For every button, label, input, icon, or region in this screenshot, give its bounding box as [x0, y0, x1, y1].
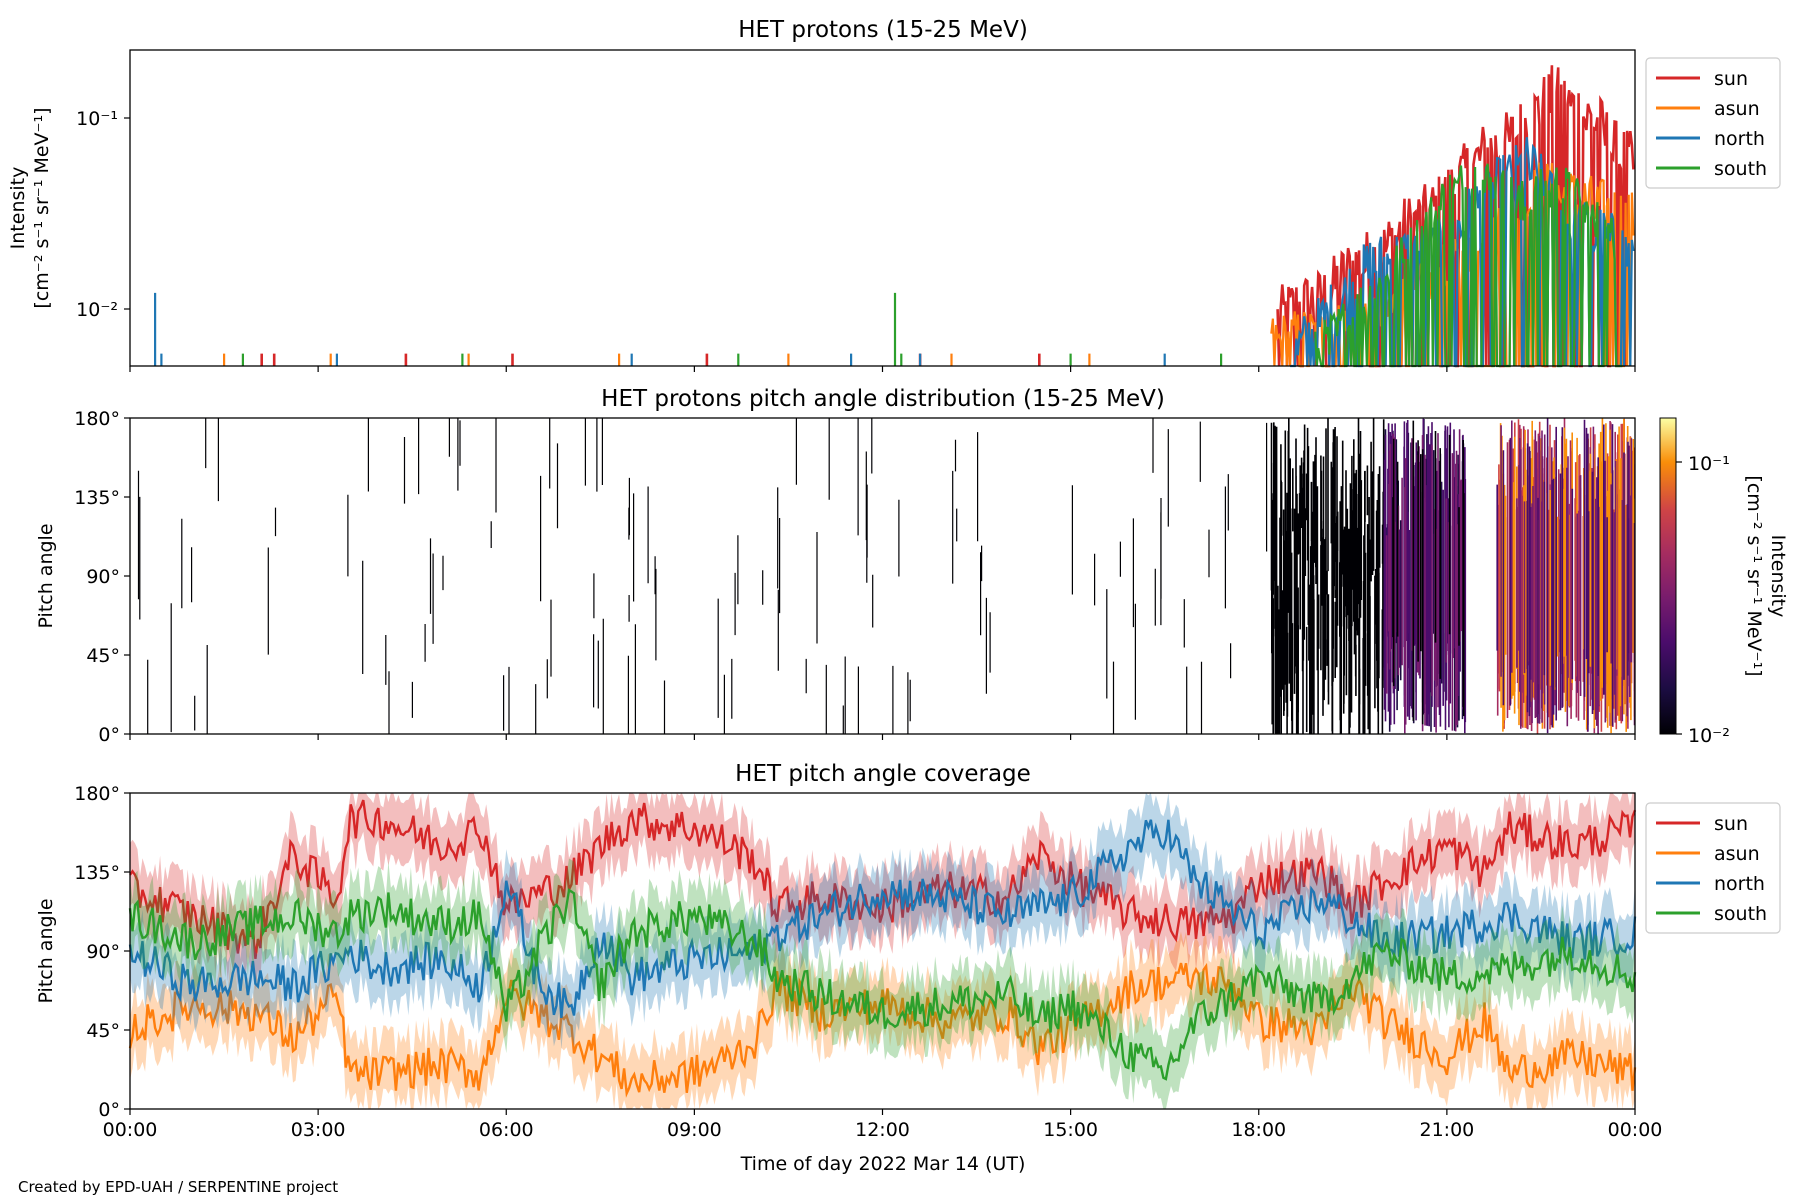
x-axis-label: Time of day 2022 Mar 14 (UT)	[740, 1153, 1026, 1175]
p3-ytick-label: 90°	[86, 941, 120, 963]
heatmap-region-1	[1270, 418, 1385, 734]
colorbar-label-line2: [cm⁻² s⁻¹ sr⁻¹ MeV⁻¹]	[1743, 475, 1765, 676]
x-tick-label: 18:00	[1231, 1119, 1286, 1141]
legend1-asun-label: asun	[1714, 98, 1760, 120]
x-tick-label: 00:00	[1608, 1119, 1663, 1141]
x-tick-label: 03:00	[291, 1119, 346, 1141]
colorbar: 10⁻¹ 10⁻² Intensity [cm⁻² s⁻¹ sr⁻¹ MeV⁻¹…	[1659, 417, 1789, 747]
legend1-south-label: south	[1714, 158, 1767, 180]
colorbar-label-line1: Intensity	[1767, 535, 1789, 618]
series-south-band	[130, 858, 1635, 1109]
x-tick-label: 15:00	[1043, 1119, 1098, 1141]
legend3-north-label: north	[1714, 873, 1765, 895]
series-north-band	[130, 793, 1635, 1050]
panel1-legend: sun asun north south	[1645, 57, 1781, 189]
p2-ytick-label: 180°	[74, 408, 120, 430]
panel2-ylabel: Pitch angle	[35, 523, 57, 628]
x-tick-label: 21:00	[1419, 1119, 1474, 1141]
panel2-title: HET protons pitch angle distribution (15…	[601, 386, 1165, 412]
series-south-coverage-line	[128, 888, 1637, 1081]
legend3-south-label: south	[1714, 903, 1767, 925]
p2-ytick-label: 90°	[86, 566, 120, 588]
panel1-ylabel-line2: [cm⁻² s⁻¹ sr⁻¹ MeV⁻¹]	[31, 107, 53, 308]
series-asun-line	[223, 162, 1635, 368]
panel-pitch-angle-distribution: HET protons pitch angle distribution (15…	[35, 386, 1789, 747]
series-asun-coverage-line	[128, 962, 1637, 1098]
series-north-coverage-line	[128, 819, 1637, 1019]
legend3-asun-label: asun	[1714, 843, 1760, 865]
x-tick-label: 00:00	[103, 1119, 158, 1141]
colorbar-gradient	[1659, 417, 1677, 735]
panel3-title: HET pitch angle coverage	[735, 761, 1031, 787]
panel3-ylabel: Pitch angle	[35, 898, 57, 1003]
p2-ytick-label: 0°	[98, 724, 120, 746]
panel1-ytick-2: 10⁻²	[76, 299, 118, 321]
p3-ytick-label: 180°	[74, 783, 120, 805]
panel1-title: HET protons (15-25 MeV)	[738, 17, 1028, 43]
heatmap-region-2	[1392, 420, 1465, 725]
heatmap-region-0	[137, 418, 1268, 734]
series-south-line	[241, 163, 1623, 368]
p2-ytick-label: 135°	[74, 487, 120, 509]
series-asun-band	[130, 931, 1635, 1109]
panel3-legend: sun asun north south	[1645, 802, 1781, 934]
colorbar-tick-1: 10⁻¹	[1688, 453, 1730, 475]
legend3-sun-label: sun	[1714, 813, 1748, 835]
series-sun-coverage-line	[129, 799, 1637, 959]
panel1-ylabel-line1: Intensity	[7, 167, 29, 250]
p3-ytick-label: 135°	[74, 862, 120, 884]
heatmap-region-3	[1496, 418, 1630, 734]
colorbar-tick-2: 10⁻²	[1688, 725, 1730, 747]
panel1-ytick-1: 10⁻¹	[76, 108, 118, 130]
panel-intensity: HET protons (15-25 MeV) 10⁻¹ 10⁻² Intens…	[7, 17, 1781, 372]
p2-ytick-label: 45°	[86, 645, 120, 667]
p3-ytick-label: 0°	[98, 1099, 120, 1121]
series-north-line	[154, 137, 1635, 368]
panel-pitch-angle-coverage: HET pitch angle coverage 00:00 03:00 06:00…	[35, 761, 1781, 1175]
credit-text: Created by EPD-UAH / SERPENTINE project	[18, 1178, 338, 1196]
x-tick-label: 09:00	[667, 1119, 722, 1141]
legend1-sun-label: sun	[1714, 68, 1748, 90]
p3-ytick-label: 45°	[86, 1020, 120, 1042]
x-tick-label: 06:00	[479, 1119, 534, 1141]
legend1-north-label: north	[1714, 128, 1765, 150]
x-tick-label: 12:00	[855, 1119, 910, 1141]
